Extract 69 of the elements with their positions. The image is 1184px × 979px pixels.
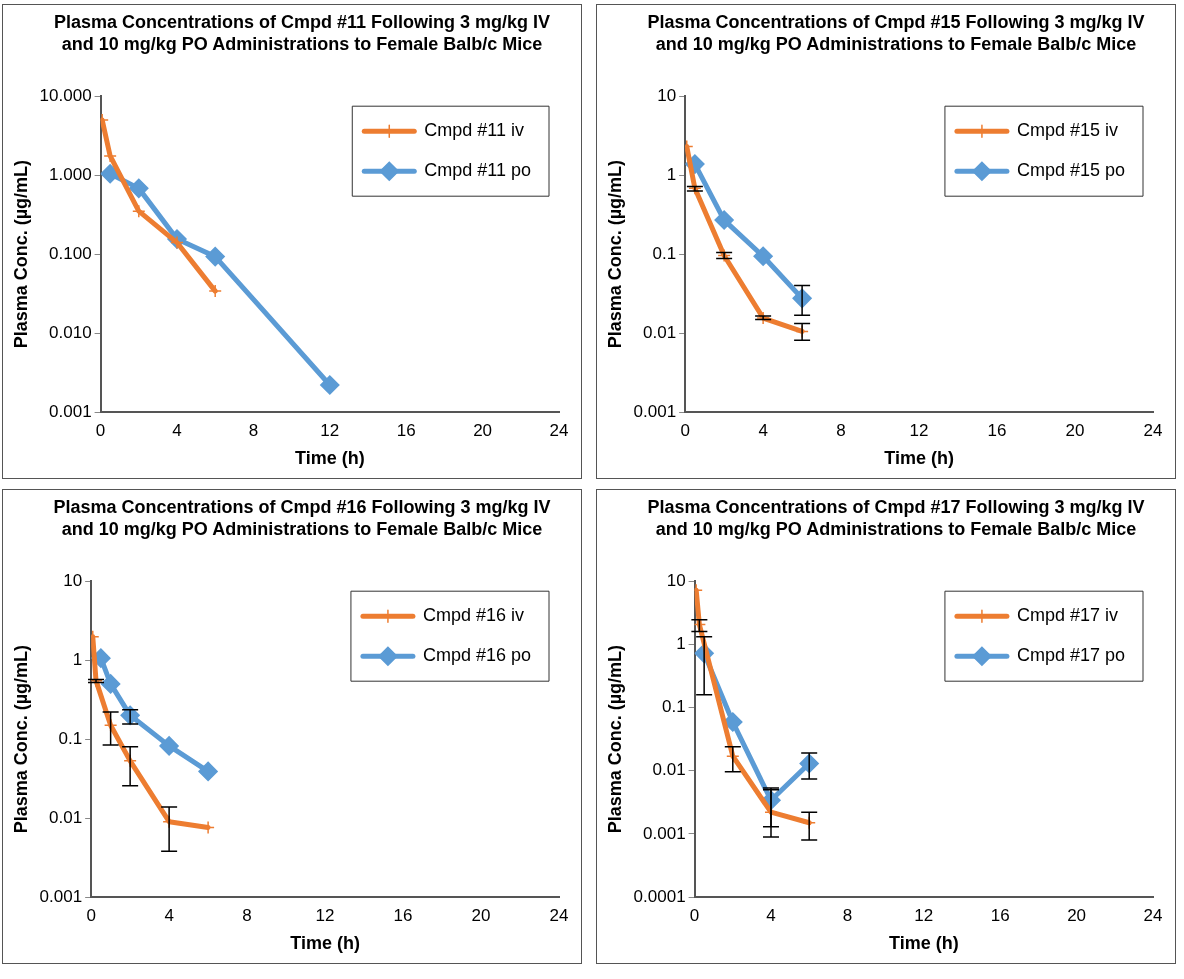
y-tick-label: 0.01 [652, 760, 686, 780]
y-tick-label: 1 [676, 634, 686, 654]
y-tick-label: 0.001 [49, 401, 92, 421]
y-tick-label: 0.010 [49, 322, 92, 342]
x-tick-label: 0 [689, 905, 700, 925]
legend-label: Cmpd #17 iv [1016, 605, 1118, 626]
y-tick-label: 0.0001 [633, 886, 686, 906]
x-tick-label: 24 [1143, 905, 1163, 925]
y-tick-label: 10 [657, 85, 677, 105]
x-tick-label: 4 [164, 905, 174, 925]
x-tick-label: 4 [766, 905, 776, 925]
y-tick-label: 1 [72, 649, 83, 669]
x-tick-label: 12 [320, 420, 340, 440]
y-tick-label: 10 [63, 570, 83, 590]
legend-label: Cmpd #15 iv [1016, 120, 1118, 141]
y-tick-label: 0.001 [643, 823, 686, 843]
y-tick-label: 1.000 [49, 164, 92, 184]
x-axis-title: Time (h) [888, 933, 959, 954]
y-tick-label: 1 [666, 164, 677, 184]
y-tick-label: 0.1 [58, 728, 83, 748]
y-tick-label: 0.1 [652, 243, 677, 263]
y-tick-label: 0.1 [661, 697, 686, 717]
x-tick-label: 20 [471, 905, 491, 925]
legend-label: Cmpd #17 po [1016, 645, 1126, 666]
x-tick-label: 8 [842, 905, 853, 925]
y-axis-title: Plasma Conc. (µg/mL) [604, 644, 625, 834]
x-tick-label: 4 [758, 420, 768, 440]
y-tick-label: 0.01 [49, 807, 83, 827]
y-tick-label: 0.001 [633, 401, 677, 421]
legend-label: Cmpd #11 iv [424, 120, 524, 141]
y-tick-label: 0.01 [643, 322, 677, 342]
y-axis-title: Plasma Conc. (µg/mL) [604, 159, 625, 349]
x-tick-label: 16 [393, 905, 413, 925]
x-tick-label: 20 [473, 420, 493, 440]
x-tick-label: 8 [242, 905, 252, 925]
chart-title: Plasma Concentrations of Cmpd #11 Following 3 mg/kg IV and 10 mg/kg PO Administrations to Female Balb/c Mice [52, 11, 552, 56]
x-tick-label: 8 [248, 420, 259, 440]
legend-label: Cmpd #15 po [1016, 160, 1126, 181]
x-axis-title: Time (h) [884, 448, 954, 469]
y-tick-label: 10 [666, 570, 686, 590]
x-tick-label: 16 [396, 420, 416, 440]
x-tick-label: 4 [172, 420, 182, 440]
x-tick-label: 24 [1143, 420, 1163, 440]
x-axis-title: Time (h) [294, 448, 365, 469]
x-tick-label: 24 [549, 905, 569, 925]
x-tick-label: 24 [549, 420, 569, 440]
y-axis-title: Plasma Conc. (µg/mL) [10, 644, 31, 834]
y-axis-title: Plasma Conc. (µg/mL) [10, 159, 31, 349]
y-tick-label: 10.000 [39, 85, 92, 105]
chart-title: Plasma Concentrations of Cmpd #16 Following 3 mg/kg IV and 10 mg/kg PO Administrations to Female Balb/c Mice [52, 496, 552, 541]
x-tick-label: 20 [1067, 905, 1087, 925]
legend-label: Cmpd #11 po [424, 160, 531, 181]
chart-title: Plasma Concentrations of Cmpd #15 Following 3 mg/kg IV and 10 mg/kg PO Administrations to Female Balb/c Mice [646, 11, 1146, 56]
y-tick-label: 0.100 [49, 243, 92, 263]
x-axis-title: Time (h) [290, 933, 360, 954]
legend-label: Cmpd #16 po [422, 645, 532, 666]
x-tick-label: 20 [1065, 420, 1085, 440]
x-tick-label: 0 [86, 905, 96, 925]
y-tick-label: 0.001 [39, 886, 83, 906]
x-tick-label: 12 [909, 420, 929, 440]
legend-label: Cmpd #16 iv [422, 605, 524, 626]
x-tick-label: 0 [95, 420, 106, 440]
x-tick-label: 16 [990, 905, 1010, 925]
x-tick-label: 0 [680, 420, 690, 440]
chart-title: Plasma Concentrations of Cmpd #17 Following 3 mg/kg IV and 10 mg/kg PO Administrations to Female Balb/c Mice [646, 496, 1146, 541]
x-tick-label: 16 [987, 420, 1007, 440]
x-tick-label: 12 [315, 905, 335, 925]
x-tick-label: 8 [836, 420, 846, 440]
x-tick-label: 12 [914, 905, 934, 925]
